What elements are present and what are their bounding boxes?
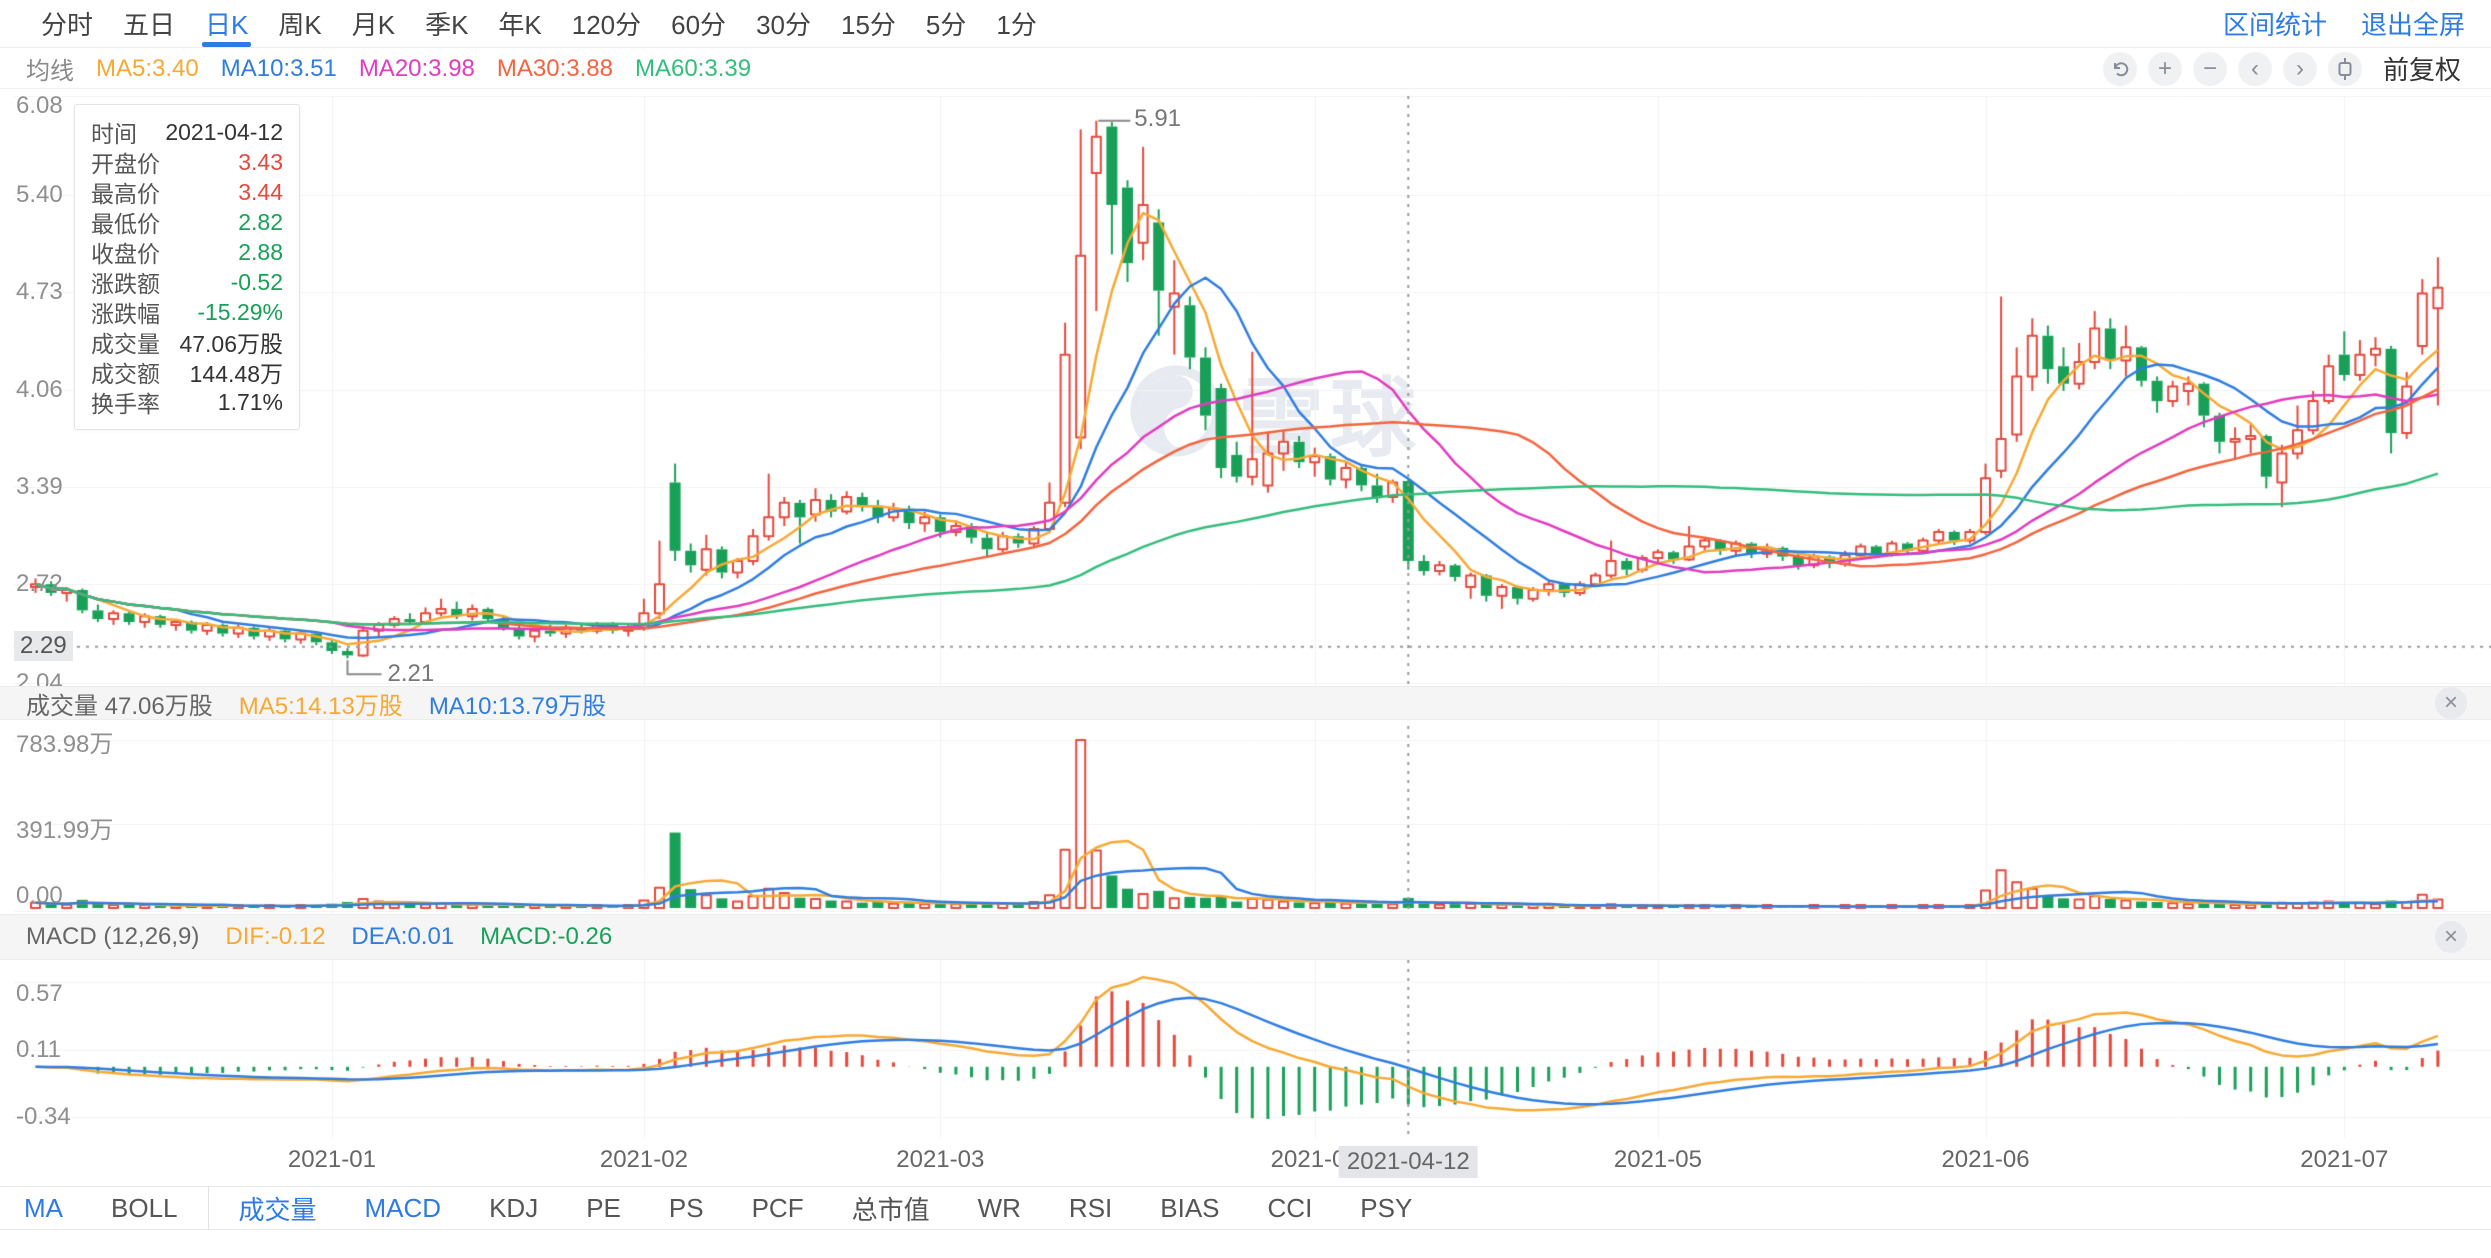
close-macd-pane-icon[interactable]: × xyxy=(2435,921,2467,953)
adjust-mode-button[interactable]: 前复权 xyxy=(2382,55,2461,85)
period-tabs: 分时 五日 日K 周K 月K 季K 年K 120分 60分 30分 15分 5分 1分 xyxy=(0,0,1052,47)
tooltip-value: 3.44 xyxy=(238,178,283,205)
indicator-tab-RSI[interactable]: RSI xyxy=(1068,1192,1113,1223)
tooltip-row: 成交额 144.48万 xyxy=(91,357,283,387)
tooltip-value: -15.29% xyxy=(197,298,283,325)
ohlc-tooltip: 时间 2021-04-12 开盘价 3.43 最高价 3.44 最低价 2.82 收盘价 2.88… xyxy=(74,104,300,430)
period-toolbar: 分时 五日 日K 周K 月K 季K 年K 120分 60分 30分 15分 5分 1分 区间统计 退出全屏 xyxy=(0,0,2491,48)
tooltip-label: 涨跌额 xyxy=(91,271,160,297)
indicator-tab-MACD[interactable]: MACD xyxy=(364,1192,442,1223)
ma-legend-bar: 均线 MA5:3.40 MA10:3.51 MA20:3.98 MA30:3.88 MA… xyxy=(0,49,2491,89)
period-tab-月K[interactable]: 月K xyxy=(351,10,396,40)
indicator-tab-PSY[interactable]: PSY xyxy=(1360,1192,1413,1223)
macd-value-label: MACD:-0.26 xyxy=(480,923,613,950)
ma-legend-item: MA10:3.51 xyxy=(220,54,337,82)
tooltip-row: 成交量 47.06万股 xyxy=(91,327,283,357)
zoom-in-icon[interactable]: + xyxy=(2147,51,2182,86)
tooltip-row: 最低价 2.82 xyxy=(91,207,283,238)
close-volume-pane-icon[interactable]: × xyxy=(2435,687,2467,719)
pan-left-icon[interactable]: ‹ xyxy=(2237,51,2272,86)
indicator-tab-总市值[interactable]: 总市值 xyxy=(851,1194,930,1225)
tooltip-value: -0.52 xyxy=(230,268,283,295)
indicator-tab-bar: MA BOLL 成交量 MACD KDJ PE PS PCF 总市值 WR RSI BIAS CCI PS… xyxy=(0,1186,2491,1230)
tooltip-label: 最低价 xyxy=(91,211,160,237)
macd-dif-label: DIF:-0.12 xyxy=(225,923,326,950)
pan-right-icon[interactable]: › xyxy=(2282,51,2317,86)
tooltip-row: 换手率 1.71% xyxy=(91,387,283,418)
macd-pane-header: MACD (12,26,9) DIF:-0.12 DEA:0.01 MACD:-… xyxy=(0,914,2491,960)
tooltip-value: 2021-04-12 xyxy=(165,118,283,145)
period-tab-120分[interactable]: 120分 xyxy=(571,10,642,40)
tooltip-label: 收盘价 xyxy=(91,241,160,267)
tooltip-value: 47.06万股 xyxy=(179,331,283,357)
tooltip-label: 换手率 xyxy=(91,391,160,417)
tooltip-value: 2.88 xyxy=(238,238,283,265)
ma-legend-item: MA30:3.88 xyxy=(496,54,613,82)
period-tab-季K[interactable]: 季K xyxy=(425,10,469,40)
indicator-tab-BOLL[interactable]: BOLL xyxy=(111,1192,178,1223)
period-tab-年K[interactable]: 年K xyxy=(498,10,542,40)
toolbar-link-区间统计[interactable]: 区间统计 xyxy=(2222,10,2327,40)
ma-legend-item: MA20:3.98 xyxy=(358,54,475,82)
indicator-tab-PE[interactable]: PE xyxy=(586,1192,621,1223)
period-tab-15分[interactable]: 15分 xyxy=(840,10,896,40)
tooltip-label: 最高价 xyxy=(91,181,160,207)
kline-style-icon[interactable] xyxy=(2327,51,2362,86)
tooltip-row: 收盘价 2.88 xyxy=(91,237,283,268)
ma-legend-title: 均线 xyxy=(26,58,74,85)
macd-dea-label: DEA:0.01 xyxy=(351,923,455,950)
indicator-tab-BIAS[interactable]: BIAS xyxy=(1160,1192,1220,1223)
indicator-tab-CCI[interactable]: CCI xyxy=(1267,1192,1313,1223)
toolbar-links: 区间统计 退出全屏 xyxy=(2223,5,2491,42)
tooltip-value: 144.48万 xyxy=(189,361,283,387)
tooltip-label: 开盘价 xyxy=(91,151,160,177)
period-tab-五日[interactable]: 五日 xyxy=(123,10,176,40)
zoom-out-icon[interactable]: − xyxy=(2192,51,2227,86)
tooltip-label: 涨跌幅 xyxy=(91,301,160,327)
period-tab-分时[interactable]: 分时 xyxy=(41,10,94,40)
macd-title: MACD (12,26,9) xyxy=(26,923,200,950)
period-tab-1分[interactable]: 1分 xyxy=(996,10,1037,40)
period-tab-5分[interactable]: 5分 xyxy=(925,10,967,40)
volume-ma10-label: MA10:13.79万股 xyxy=(428,692,607,720)
tooltip-row: 时间 2021-04-12 xyxy=(91,117,283,148)
tooltip-value: 1.71% xyxy=(217,388,283,415)
tooltip-row: 开盘价 3.43 xyxy=(91,147,283,178)
ma-legend-item: MA5:3.40 xyxy=(96,54,199,82)
tooltip-row: 最高价 3.44 xyxy=(91,177,283,208)
ma-legend: 均线 MA5:3.40 MA10:3.51 MA20:3.98 MA30:3.88 MA… xyxy=(0,51,751,86)
toolbar-link-退出全屏[interactable]: 退出全屏 xyxy=(2360,10,2465,40)
tooltip-label: 成交额 xyxy=(91,361,160,387)
indicator-tab-PS[interactable]: PS xyxy=(668,1192,704,1223)
indicator-tab-PCF[interactable]: PCF xyxy=(751,1192,804,1223)
period-tab-60分[interactable]: 60分 xyxy=(671,10,727,40)
undo-icon[interactable] xyxy=(2102,51,2137,86)
tooltip-row: 涨跌额 -0.52 xyxy=(91,267,283,298)
indicator-tab-成交量[interactable]: 成交量 xyxy=(238,1194,317,1225)
indicator-tab-MA[interactable]: MA xyxy=(24,1192,63,1223)
indicator-tab-WR[interactable]: WR xyxy=(977,1192,1021,1223)
tooltip-value: 3.43 xyxy=(238,148,283,175)
tooltip-label: 成交量 xyxy=(91,331,160,357)
chart-controls: + − ‹ › 前复权 xyxy=(2102,50,2491,87)
indicator-tab-divider xyxy=(207,1186,209,1230)
period-tab-周K[interactable]: 周K xyxy=(278,10,322,40)
volume-title: 成交量 47.06万股 xyxy=(26,692,213,720)
indicator-tab-KDJ[interactable]: KDJ xyxy=(489,1192,539,1223)
ma-legend-item: MA60:3.39 xyxy=(634,54,752,82)
tooltip-label: 时间 xyxy=(91,121,137,147)
period-tab-日K[interactable]: 日K xyxy=(190,0,263,47)
tooltip-row: 涨跌幅 -15.29% xyxy=(91,297,283,328)
volume-pane-header: 成交量 47.06万股 MA5:14.13万股 MA10:13.79万股 × xyxy=(0,686,2491,720)
volume-ma5-label: MA5:14.13万股 xyxy=(238,692,403,720)
period-tab-30分[interactable]: 30分 xyxy=(756,10,811,40)
tooltip-value: 2.82 xyxy=(238,208,283,235)
